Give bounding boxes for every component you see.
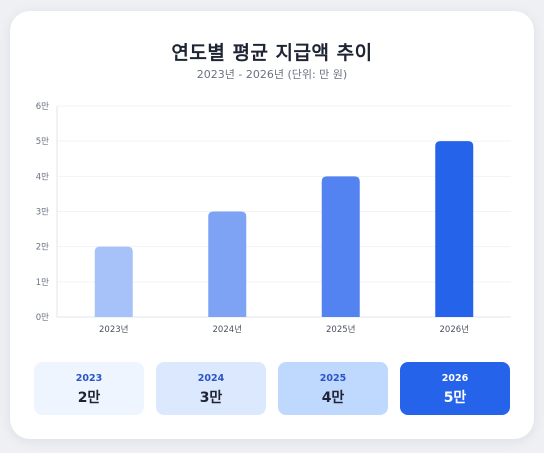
stat-card-2025: 2025 4만 — [278, 362, 388, 415]
x-tick-label: 2023년 — [99, 324, 128, 335]
stat-value: 3만 — [199, 390, 223, 406]
y-tick-label: 3만 — [36, 208, 49, 218]
stat-card-2023: 2023 2만 — [34, 362, 144, 415]
y-tick-label: 6만 — [36, 102, 49, 112]
y-tick-label: 4만 — [36, 172, 49, 182]
stat-card-2026: 2026 5만 — [400, 362, 510, 415]
y-tick-label: 2만 — [36, 243, 49, 253]
y-tick-label: 0만 — [36, 313, 49, 323]
y-tick-label: 1만 — [36, 278, 49, 288]
bar-2024년 — [208, 211, 247, 317]
stat-value: 2만 — [77, 390, 101, 406]
stat-year: 2023 — [75, 373, 103, 384]
chart-title: 연도별 평균 지급액 추이 — [171, 42, 373, 64]
stat-year: 2024 — [197, 373, 225, 384]
bar-2026년 — [435, 141, 474, 317]
stat-year: 2026 — [441, 373, 469, 384]
y-tick-label: 5만 — [36, 137, 49, 147]
bar-2023년 — [94, 246, 133, 317]
x-tick-label: 2025년 — [326, 324, 355, 335]
stat-value: 4만 — [321, 390, 345, 406]
x-tick-label: 2024년 — [213, 324, 242, 335]
stat-year: 2025 — [319, 373, 347, 384]
stat-card-2024: 2024 3만 — [156, 362, 266, 415]
bar-chart: 0만 1만 2만 3만 4만 5만 6만 2023년 2024년 2025년 2026년 — [36, 102, 511, 335]
x-tick-label: 2026년 — [440, 324, 469, 335]
stat-value: 5만 — [443, 390, 467, 406]
bar-2025년 — [321, 176, 360, 317]
chart-subtitle: 2023년 - 2026년 (단위: 만 원) — [196, 68, 348, 81]
